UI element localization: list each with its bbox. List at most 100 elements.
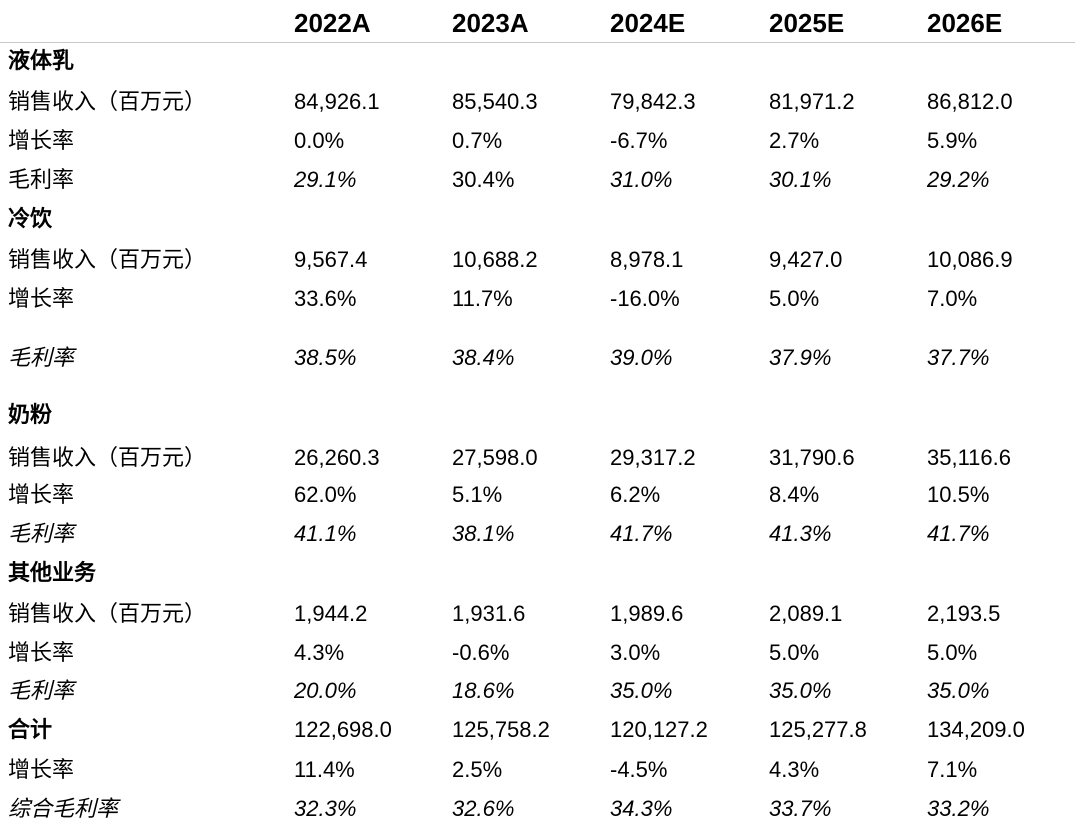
cell-value: 0.0% xyxy=(294,128,345,153)
cell-value: 38.4% xyxy=(452,345,515,370)
cell-value: 9,567.4 xyxy=(294,247,368,272)
cell-value: 5.0% xyxy=(927,640,978,665)
row-label: 增长率 xyxy=(8,757,75,782)
cell-value: 35.0% xyxy=(927,678,990,703)
cell-value: 41.7% xyxy=(927,521,990,546)
cell-value: -6.7% xyxy=(610,128,668,153)
header-year: 2024E xyxy=(610,8,686,38)
cell-value: 1,989.6 xyxy=(610,601,684,626)
row-label: 销售收入（百万元） xyxy=(8,247,207,272)
cell-value: 35.0% xyxy=(610,678,673,703)
cell-value: 11.7% xyxy=(452,286,513,311)
cell-value: 62.0% xyxy=(294,482,357,507)
cell-value: 7.1% xyxy=(927,757,978,782)
cell-value: 5.9% xyxy=(927,128,978,153)
cell-value: 41.7% xyxy=(610,521,673,546)
section-title: 冷饮 xyxy=(8,206,53,231)
cell-value: 31.0% xyxy=(610,167,673,192)
cell-value: 2,089.1 xyxy=(769,601,843,626)
cell-value: 41.1% xyxy=(294,521,357,546)
cell-value: 18.6% xyxy=(452,678,515,703)
cell-value: 33.7% xyxy=(769,796,832,821)
row-label: 毛利率 xyxy=(8,345,75,370)
header-year: 2026E xyxy=(927,8,1003,38)
section-title: 液体乳 xyxy=(8,48,75,73)
cell-value: 4.3% xyxy=(769,757,820,782)
cell-value: 122,698.0 xyxy=(294,717,392,742)
row-label: 增长率 xyxy=(8,640,75,665)
cell-value: 29.1% xyxy=(294,167,357,192)
header-year: 2025E xyxy=(769,8,845,38)
cell-value: 30.1% xyxy=(769,167,832,192)
cell-value: 86,812.0 xyxy=(927,89,1013,114)
cell-value: 6.2% xyxy=(610,482,661,507)
row-label: 综合毛利率 xyxy=(8,796,119,821)
cell-value: 79,842.3 xyxy=(610,89,696,114)
cell-value: 2.7% xyxy=(769,128,820,153)
cell-value: 1,944.2 xyxy=(294,601,368,626)
row-label: 增长率 xyxy=(8,286,75,311)
cell-value: 37.7% xyxy=(927,345,990,370)
cell-value: 11.4% xyxy=(294,757,355,782)
cell-value: 41.3% xyxy=(769,521,832,546)
cell-value: 38.1% xyxy=(452,521,515,546)
cell-value: -0.6% xyxy=(452,640,510,665)
row-label: 毛利率 xyxy=(8,167,75,192)
row-label: 增长率 xyxy=(8,482,75,507)
cell-value: 26,260.3 xyxy=(294,445,380,470)
section-title: 其他业务 xyxy=(8,560,97,585)
cell-value: 29.2% xyxy=(927,167,990,192)
cell-value: 0.7% xyxy=(452,128,503,153)
row-label: 毛利率 xyxy=(8,678,75,703)
header-year: 2022A xyxy=(294,8,371,38)
cell-value: 37.9% xyxy=(769,345,832,370)
cell-value: 10,688.2 xyxy=(452,247,538,272)
cell-value: 10,086.9 xyxy=(927,247,1013,272)
cell-value: -4.5% xyxy=(610,757,668,782)
cell-value: 38.5% xyxy=(294,345,357,370)
cell-value: 5.1% xyxy=(452,482,503,507)
cell-value: 2,193.5 xyxy=(927,601,1001,626)
cell-value: 1,931.6 xyxy=(452,601,526,626)
cell-value: 81,971.2 xyxy=(769,89,855,114)
row-label: 销售收入（百万元） xyxy=(8,89,207,114)
cell-value: 5.0% xyxy=(769,640,820,665)
row-label: 销售收入（百万元） xyxy=(8,601,207,626)
cell-value: 31,790.6 xyxy=(769,445,855,470)
cell-value: 7.0% xyxy=(927,286,978,311)
cell-value: 8.4% xyxy=(769,482,820,507)
row-label: 增长率 xyxy=(8,128,75,153)
row-label: 销售收入（百万元） xyxy=(8,445,207,470)
cell-value: 29,317.2 xyxy=(610,445,696,470)
cell-value: 125,758.2 xyxy=(452,717,550,742)
cell-value: 30.4% xyxy=(452,167,515,192)
cell-value: 32.6% xyxy=(452,796,515,821)
cell-value: 84,926.1 xyxy=(294,89,380,114)
cell-value: 39.0% xyxy=(610,345,673,370)
cell-value: 3.0% xyxy=(610,640,661,665)
header-year: 2023A xyxy=(452,8,529,38)
cell-value: 125,277.8 xyxy=(769,717,867,742)
cell-value: 34.3% xyxy=(610,796,673,821)
cell-value: 33.6% xyxy=(294,286,357,311)
cell-value: 33.2% xyxy=(927,796,990,821)
cell-value: 2.5% xyxy=(452,757,503,782)
cell-value: 32.3% xyxy=(294,796,357,821)
section-title: 奶粉 xyxy=(8,402,53,427)
cell-value: 20.0% xyxy=(294,678,357,703)
cell-value: 27,598.0 xyxy=(452,445,538,470)
cell-value: 4.3% xyxy=(294,640,345,665)
cell-value: 134,209.0 xyxy=(927,717,1025,742)
cell-value: 120,127.2 xyxy=(610,717,708,742)
cell-value: 9,427.0 xyxy=(769,247,843,272)
cell-value: 8,978.1 xyxy=(610,247,684,272)
section-title: 合计 xyxy=(8,717,53,742)
row-label: 毛利率 xyxy=(8,521,75,546)
cell-value: -16.0% xyxy=(610,286,680,311)
cell-value: 10.5% xyxy=(927,482,990,507)
cell-value: 85,540.3 xyxy=(452,89,538,114)
cell-value: 35,116.6 xyxy=(927,445,1012,470)
table-header: 2022A 2023A 2024E 2025E 2026E xyxy=(0,0,1075,43)
cell-value: 35.0% xyxy=(769,678,832,703)
